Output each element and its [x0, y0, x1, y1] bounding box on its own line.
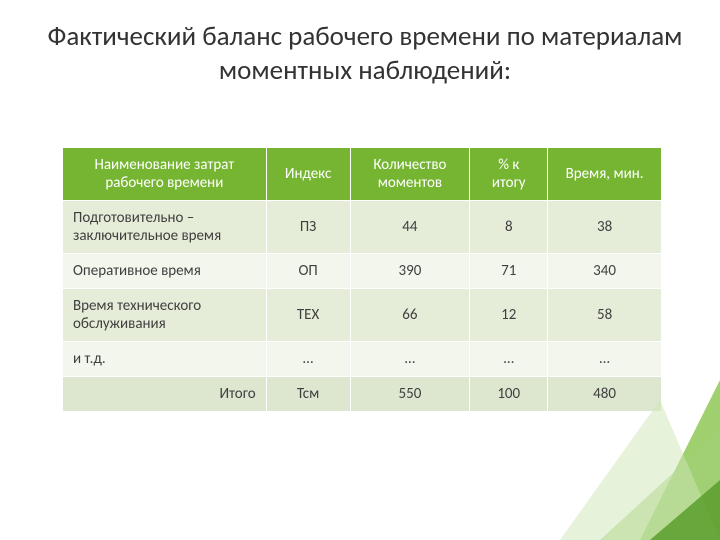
cell-time: … — [548, 342, 662, 377]
cell-moments: 390 — [350, 254, 470, 289]
cell-time: 340 — [548, 254, 662, 289]
table-header-row: Наименование затрат рабочего времени Инд… — [63, 148, 662, 201]
table-row: Оперативное время ОП 390 71 340 — [63, 254, 662, 289]
cell-percent: 12 — [470, 289, 548, 342]
cell-percent: 71 — [470, 254, 548, 289]
col-header-index: Индекс — [266, 148, 350, 201]
slide-title: Фактический баланс рабочего времени по м… — [40, 20, 690, 88]
cell-name: Оперативное время — [63, 254, 267, 289]
cell-moments: 44 — [350, 201, 470, 254]
cell-index: … — [266, 342, 350, 377]
time-balance-table: Наименование затрат рабочего времени Инд… — [62, 147, 662, 412]
cell-name: Подготовительно – заключительное время — [63, 201, 267, 254]
cell-percent: … — [470, 342, 548, 377]
table-row: Подготовительно – заключительное время П… — [63, 201, 662, 254]
cell-time: 480 — [548, 377, 662, 412]
cell-moments: … — [350, 342, 470, 377]
table-row: Время технического обслуживания ТЕХ 66 1… — [63, 289, 662, 342]
cell-index: ТЕХ — [266, 289, 350, 342]
col-header-time: Время, мин. — [548, 148, 662, 201]
cell-index: Тсм — [266, 377, 350, 412]
cell-name: Итого — [63, 377, 267, 412]
col-header-percent: % к итогу — [470, 148, 548, 201]
cell-moments: 66 — [350, 289, 470, 342]
cell-name: и т.д. — [63, 342, 267, 377]
cell-moments: 550 — [350, 377, 470, 412]
cell-percent: 8 — [470, 201, 548, 254]
col-header-name: Наименование затрат рабочего времени — [63, 148, 267, 201]
cell-time: 58 — [548, 289, 662, 342]
cell-name: Время технического обслуживания — [63, 289, 267, 342]
table-row-total: Итого Тсм 550 100 480 — [63, 377, 662, 412]
cell-index: ПЗ — [266, 201, 350, 254]
cell-time: 38 — [548, 201, 662, 254]
col-header-moments: Количество моментов — [350, 148, 470, 201]
cell-percent: 100 — [470, 377, 548, 412]
table-row: и т.д. … … … … — [63, 342, 662, 377]
cell-index: ОП — [266, 254, 350, 289]
